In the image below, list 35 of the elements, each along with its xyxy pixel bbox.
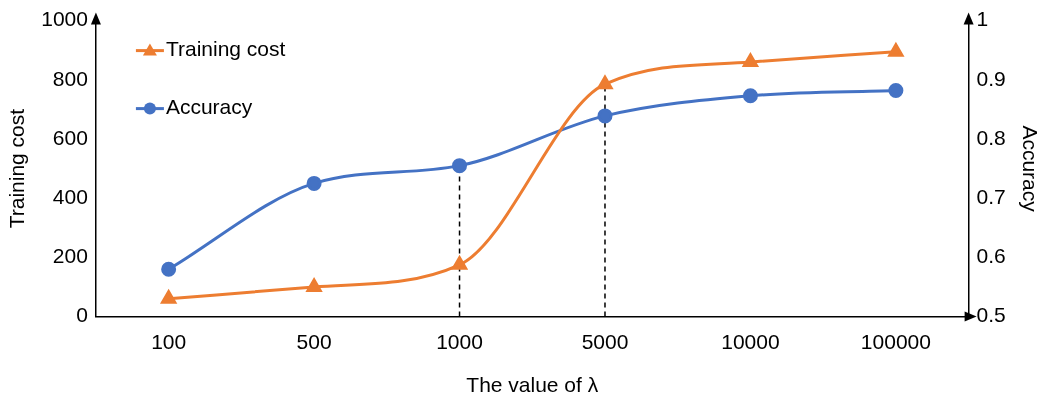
y-axis-title: Training cost <box>5 108 29 229</box>
y2-tick-label: 0.6 <box>976 244 1006 268</box>
point <box>451 256 468 270</box>
y-tick-label: 1000 <box>41 7 88 31</box>
y2-tick-label: 0.5 <box>976 303 1006 327</box>
point <box>888 43 904 57</box>
point <box>597 108 613 124</box>
y2-axis-title: Accuracy <box>1018 125 1042 213</box>
point <box>888 82 904 98</box>
point <box>742 88 758 104</box>
y2-tick-label: 0.9 <box>976 66 1006 90</box>
x-axis-title: The value of λ <box>466 373 599 397</box>
y-tick-label: 400 <box>52 185 88 208</box>
x-tick-label: 1000 <box>436 330 483 353</box>
point <box>452 158 468 174</box>
y-tick-label: 200 <box>52 244 88 268</box>
legend-label: Training cost <box>165 37 286 61</box>
x-tick-label: 10000 <box>721 330 780 353</box>
y-tick-label: 800 <box>52 66 88 90</box>
point <box>742 53 758 68</box>
point <box>161 261 177 277</box>
y2-tick-label: 1 <box>976 7 989 31</box>
point <box>306 175 322 191</box>
legend-label: Accuracy <box>165 95 253 119</box>
y2-tick-label: 0.7 <box>976 185 1006 208</box>
x-tick-label: 100 <box>151 330 187 353</box>
x-tick-label: 500 <box>296 330 332 353</box>
point <box>161 290 177 304</box>
x-tick-label: 100000 <box>860 330 931 353</box>
y-tick-label: 0 <box>76 303 88 327</box>
x-tick-label: 5000 <box>581 330 629 353</box>
y2-tick-label: 0.8 <box>976 125 1006 149</box>
y-tick-label: 600 <box>52 125 88 149</box>
point <box>597 75 613 90</box>
point <box>306 278 322 292</box>
